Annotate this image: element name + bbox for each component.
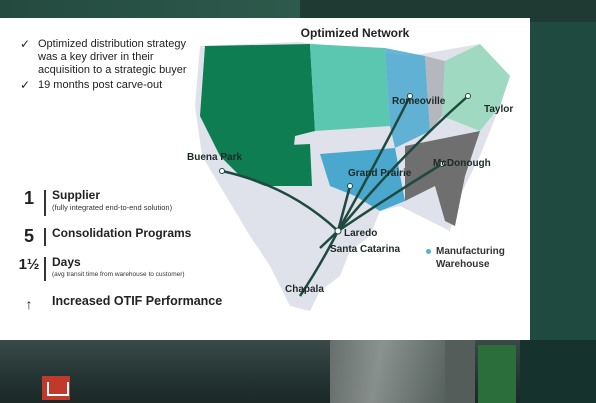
map-region-midwest-2 [425,56,445,131]
city-label: Romeoville [392,96,446,107]
route-santa-catarina [319,230,339,249]
stat-divider [44,257,46,281]
stat-number: 1½ [18,256,40,273]
route-chapala [298,230,340,297]
right-side-panel [530,22,596,403]
photo-shoreline [330,340,450,403]
legend-dot-icon [426,248,431,254]
map-region-central [310,44,390,131]
city-label: Buena Park [187,152,243,163]
stat-label: Consolidation Programs [52,226,192,240]
map-region-east [442,44,510,131]
stat-divider [44,190,46,216]
network-map [195,42,510,311]
top-banner [0,0,596,22]
stat-label: Days [52,255,81,269]
stat-label: Increased OTIF Performance [52,294,223,308]
stat-otif: ↑ Increased OTIF Performance [18,294,223,314]
route-buena-park [221,169,339,232]
stat-subtext: (fully integrated end-to-end solution) [52,203,173,212]
stat-number: 5 [23,226,34,246]
city-label: McDonough [433,158,491,169]
check-icon: ✓ [20,78,31,92]
city-label: Chapala [285,284,324,295]
stat-number: 1 [23,188,34,208]
bullet-item: ✓ Optimized distribution strategy was a … [20,37,187,77]
route-grand-prairie [336,185,352,232]
city-label: Taylor [484,104,514,115]
stat-label: Supplier [52,188,101,202]
stat-subtext: (avg transit time from warehouse to cust… [52,271,185,278]
company-logo [42,376,70,400]
photo-trees [520,340,596,403]
photo-train [478,345,516,403]
stat-supplier: 1 Supplier (fully integrated end-to-end … [18,188,172,216]
city-label: Grand Prairie [348,168,412,179]
stat-divider [44,228,46,246]
map-title: Optimized Network [300,26,410,40]
stat-days: 1½ Days (avg transit time from warehouse… [18,255,185,281]
city-label: Laredo [344,228,378,239]
bullet-item: ✓ 19 months post carve-out [20,78,163,92]
route-mcdonough [337,162,443,233]
map-region-south [320,148,405,211]
map-region-southeast [405,131,480,226]
route-romeoville [336,95,412,232]
background-photo [0,340,596,403]
route-taylor [337,95,469,232]
map-legend: Manufacturing Warehouse [426,245,526,271]
city-label: Santa Catarina [330,244,401,255]
photo-road [445,340,475,403]
map-region-nm [270,144,312,186]
stat-consolidation: 5 Consolidation Programs [18,226,191,246]
check-icon: ✓ [20,37,31,51]
up-arrow-icon: ↑ [25,296,33,312]
bullet-list: ✓ Optimized distribution strategy was a … [20,38,198,94]
